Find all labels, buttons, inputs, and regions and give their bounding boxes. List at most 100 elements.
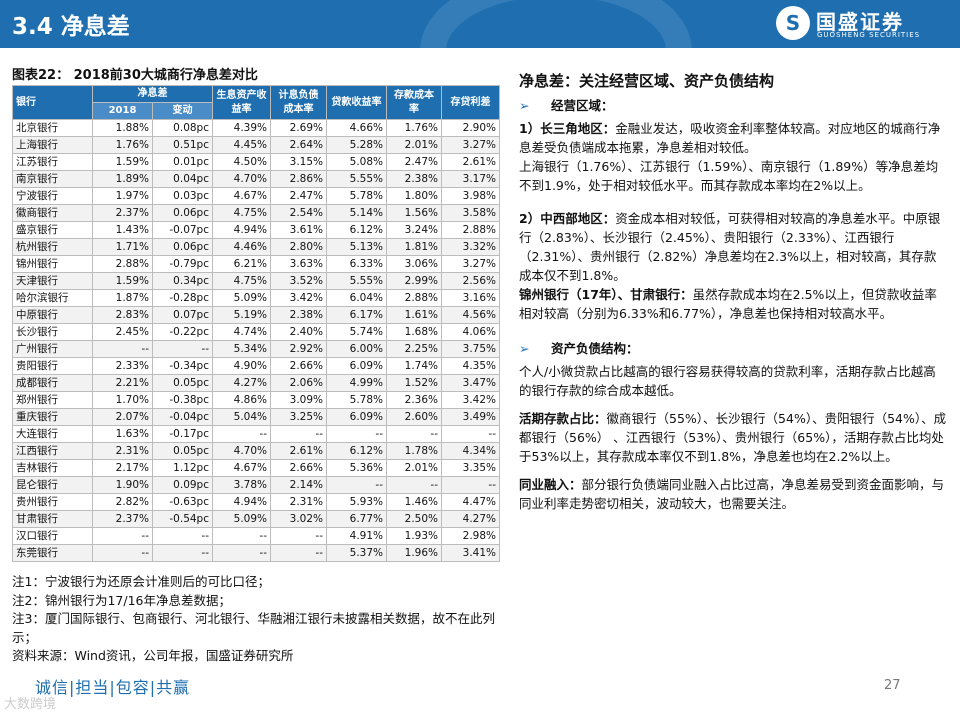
table-cell: 3.16% [441, 289, 500, 307]
table-row: 盛京银行 1.43% -0.07pc 4.94% 3.61% 6.12% 3.24% 2.88… [12, 221, 500, 239]
table-cell: 2.99% [386, 272, 442, 290]
table-cell: 6.09% [326, 357, 387, 375]
table-cell: 1.61% [386, 306, 442, 324]
table-cell: 1.59% [92, 272, 153, 290]
header-decoration [420, 0, 692, 48]
table-cell: 4.86% [212, 391, 271, 409]
table-cell: 2.69% [270, 119, 327, 137]
header-spread: 存贷利差 [441, 85, 500, 120]
bank-name-cell: 江西银行 [12, 442, 93, 460]
bank-name-cell: 汉口银行 [12, 527, 93, 545]
table-cell: 2.38% [386, 170, 442, 188]
bank-name-cell: 北京银行 [12, 119, 93, 137]
header-bank: 银行 [12, 85, 93, 120]
table-cell: 6.12% [326, 442, 387, 460]
table-cell: 6.77% [326, 510, 387, 528]
table-cell: -- [270, 544, 327, 562]
company-logo: S 国盛证券 GUOSHENG SECURITIES [776, 4, 956, 44]
slide-title: 3.4 净息差 [12, 14, 130, 40]
table-cell: 3.58% [441, 204, 500, 222]
table-row: 重庆银行 2.07% -0.04pc 5.04% 3.25% 6.09% 2.60% 3.49… [12, 408, 500, 426]
table-cell: 5.36% [326, 459, 387, 477]
table-cell: 2.40% [270, 323, 327, 341]
bank-name-cell: 贵州银行 [12, 493, 93, 511]
arrow-bullet-icon: ➢ [519, 98, 530, 113]
bank-name-cell: 中原银行 [12, 306, 93, 324]
bullet-balance-sheet: ➢ 资产负债结构： [519, 341, 639, 356]
table-cell: 2.90% [441, 119, 500, 137]
table-cell: 0.01pc [152, 153, 213, 171]
table-title: 图表22： 2018前30大城商行净息差对比 [12, 68, 258, 83]
table-row: 上海银行 1.76% 0.51pc 4.45% 2.64% 5.28% 2.01% 3.27% [12, 136, 500, 154]
footnotes: 注1：宁波银行为还原会计准则后的可比口径； 注2：锦州银行为17/16年净息差数… [12, 573, 502, 666]
table-cell: 4.27% [441, 510, 500, 528]
table-cell: -- [441, 425, 500, 443]
table-cell: 4.67% [212, 459, 271, 477]
table-row: 汉口银行 -- -- -- -- 4.91% 1.93% 2.98% [12, 527, 500, 545]
table-row: 徽商银行 2.37% 0.06pc 4.75% 2.54% 5.14% 1.56% 3.58% [12, 204, 500, 222]
bank-name-cell: 天津银行 [12, 272, 93, 290]
table-cell: 0.08pc [152, 119, 213, 137]
table-cell: 4.70% [212, 442, 271, 460]
table-cell: -0.22pc [152, 323, 213, 341]
table-cell: 3.32% [441, 238, 500, 256]
table-cell: 6.09% [326, 408, 387, 426]
table-cell: -- [212, 425, 271, 443]
table-cell: 1.89% [92, 170, 153, 188]
bank-name-cell: 东莞银行 [12, 544, 93, 562]
table-cell: 2.31% [92, 442, 153, 460]
table-cell: 3.27% [441, 255, 500, 273]
bank-name-cell: 南京银行 [12, 170, 93, 188]
table-cell: 2.33% [92, 357, 153, 375]
table-row: 大连银行 1.63% -0.17pc -- -- -- -- -- [12, 425, 500, 443]
bank-name-cell: 成都银行 [12, 374, 93, 392]
bank-name-cell: 上海银行 [12, 136, 93, 154]
table-cell: 5.37% [326, 544, 387, 562]
table-cell: 4.67% [212, 187, 271, 205]
table-cell: 3.06% [386, 255, 442, 273]
table-cell: 2.88% [92, 255, 153, 273]
para-yangtze-delta: 1）长三角地区：金融业发达，吸收资金利率整体较高。对应地区的城商行净息差受负债端… [519, 121, 941, 155]
table-cell: -- [386, 425, 442, 443]
slide-header: 3.4 净息差 S 国盛证券 GUOSHENG SECURITIES [0, 0, 960, 48]
table-cell: 2.38% [270, 306, 327, 324]
table-row: 江苏银行 1.59% 0.01pc 4.50% 3.15% 5.08% 2.47% 2.61% [12, 153, 500, 171]
table-cell: 2.60% [386, 408, 442, 426]
table-cell: 2.61% [441, 153, 500, 171]
table-cell: 2.01% [386, 459, 442, 477]
footer-slogan: 诚信|担当|包容|共赢 [35, 678, 191, 697]
table-cell: -0.07pc [152, 221, 213, 239]
table-cell: 1.80% [386, 187, 442, 205]
table-cell: 0.05pc [152, 442, 213, 460]
table-cell: 5.78% [326, 187, 387, 205]
table-row: 广州银行 -- -- 5.34% 2.92% 6.00% 2.25% 3.75% [12, 340, 500, 358]
table-cell: 3.52% [270, 272, 327, 290]
table-cell: 1.90% [92, 476, 153, 494]
analysis-heading: 净息差：关注经营区域、资产负债结构 [519, 72, 775, 90]
table-cell: 5.04% [212, 408, 271, 426]
table-cell: -- [270, 527, 327, 545]
table-cell: 5.93% [326, 493, 387, 511]
table-cell: 5.78% [326, 391, 387, 409]
table-row: 长沙银行 2.45% -0.22pc 4.74% 2.40% 5.74% 1.68% 4.06… [12, 323, 500, 341]
table-cell: 1.96% [386, 544, 442, 562]
table-cell: 4.91% [326, 527, 387, 545]
header-nim-change: 变动 [152, 102, 213, 120]
table-cell: 2.56% [441, 272, 500, 290]
table-cell: 0.04pc [152, 170, 213, 188]
bank-name-cell: 长沙银行 [12, 323, 93, 341]
table-cell: 6.17% [326, 306, 387, 324]
table-cell: 2.47% [386, 153, 442, 171]
para-central-west: 2）中西部地区：资金成本相对较低，可获得相对较高的净息差水平。中原银行（2.83… [519, 211, 941, 283]
table-cell: 2.17% [92, 459, 153, 477]
table-cell: 1.87% [92, 289, 153, 307]
table-cell: -- [212, 527, 271, 545]
header-nim: 净息差 [92, 85, 213, 103]
page-number: 27 [884, 678, 901, 693]
table-cell: -0.04pc [152, 408, 213, 426]
table-row: 杭州银行 1.71% 0.06pc 4.46% 2.80% 5.13% 1.81% 3.32% [12, 238, 500, 256]
table-cell: 0.07pc [152, 306, 213, 324]
table-cell: 1.68% [386, 323, 442, 341]
table-cell: 0.05pc [152, 374, 213, 392]
table-cell: 3.15% [270, 153, 327, 171]
